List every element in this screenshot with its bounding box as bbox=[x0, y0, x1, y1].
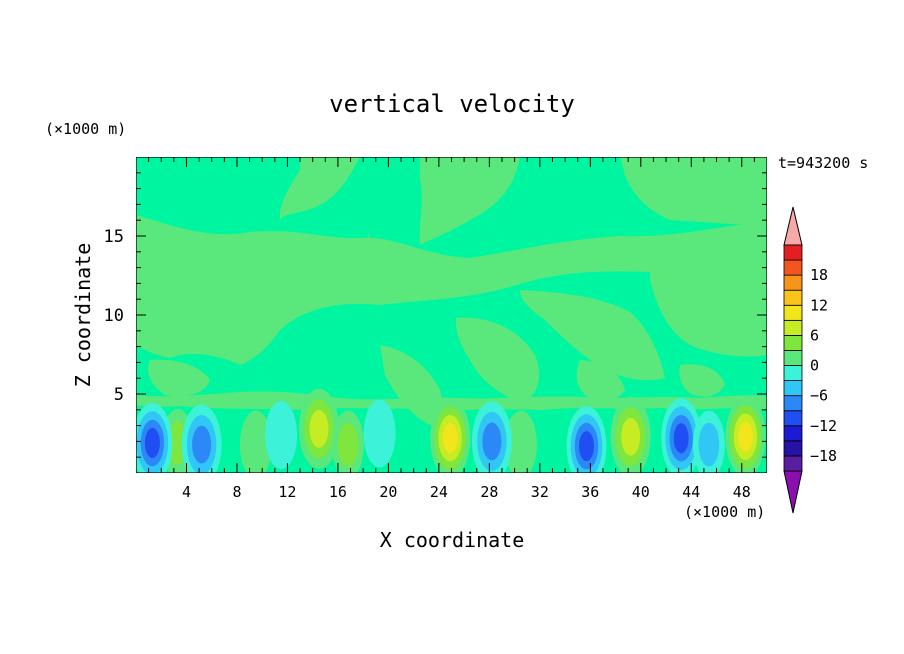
colorbar-box bbox=[783, 455, 803, 472]
downdraft-contour bbox=[698, 422, 720, 467]
colorbar-box bbox=[783, 274, 803, 291]
y-tick-label: 15 bbox=[104, 227, 124, 247]
time-label: t=943200 s bbox=[778, 154, 868, 172]
updraft-contour bbox=[337, 422, 359, 467]
colorbar-box bbox=[783, 244, 803, 261]
colorbar-box bbox=[783, 319, 803, 336]
downdraft-contour bbox=[673, 423, 689, 454]
x-tick-label: 40 bbox=[632, 483, 650, 501]
x-tick-label: 48 bbox=[733, 483, 751, 501]
downdraft-contour bbox=[482, 422, 502, 461]
x-tick-label: 44 bbox=[682, 483, 700, 501]
plot-area bbox=[136, 157, 767, 473]
x-tick-label: 24 bbox=[430, 483, 448, 501]
updraft-cell bbox=[299, 388, 339, 469]
downdraft-contour bbox=[144, 428, 160, 458]
updraft-cell bbox=[332, 410, 364, 473]
x-tick-label: 28 bbox=[480, 483, 498, 501]
downdraft-contour bbox=[192, 425, 212, 464]
colorbar-box bbox=[783, 380, 803, 397]
colorbar-under-arrow bbox=[783, 470, 803, 514]
downdraft-cell bbox=[265, 401, 298, 470]
colorbar-label: −6 bbox=[810, 387, 828, 405]
downdraft-cell bbox=[566, 406, 607, 473]
colorbar-label: −12 bbox=[810, 417, 837, 435]
downdraft-contour bbox=[579, 431, 594, 462]
downdraft-cell bbox=[661, 398, 702, 473]
downdraft-cell bbox=[471, 401, 512, 473]
x-tick-label: 4 bbox=[182, 483, 191, 501]
updraft-contour bbox=[442, 423, 458, 454]
x-axis: 4 8 12 16 20 24 28 32 36 40 44 48 bbox=[148, 157, 755, 501]
y-unit-label: (×1000 m) bbox=[45, 120, 126, 138]
colorbar-box bbox=[783, 410, 803, 427]
updraft-contour bbox=[239, 410, 272, 473]
downdraft-cell bbox=[181, 404, 222, 473]
updraft-cell bbox=[610, 396, 651, 473]
x-tick-label: 20 bbox=[379, 483, 397, 501]
colorbar-box bbox=[783, 395, 803, 412]
positive-regions bbox=[136, 157, 767, 425]
x-tick-label: 16 bbox=[329, 483, 347, 501]
x-tick-label: 36 bbox=[581, 483, 599, 501]
updraft-cell bbox=[725, 396, 766, 473]
colorbar-box bbox=[783, 259, 803, 276]
colorbar-box bbox=[783, 334, 803, 351]
colorbar-box bbox=[783, 289, 803, 306]
colorbar-label: 12 bbox=[810, 296, 828, 314]
downdraft-contour bbox=[265, 401, 298, 470]
colorbar-label: −18 bbox=[810, 447, 837, 465]
colorbar-box bbox=[783, 365, 803, 381]
colorbar: −18 −12 −6 0 6 12 18 bbox=[783, 206, 837, 514]
x-tick-label: 12 bbox=[278, 483, 296, 501]
downdraft-cell bbox=[136, 403, 173, 473]
colorbar-box bbox=[783, 304, 803, 321]
updraft-contour bbox=[738, 421, 753, 452]
updraft-contour bbox=[504, 410, 537, 473]
y-tick-label: 10 bbox=[104, 306, 124, 326]
colorbar-label: 18 bbox=[810, 266, 828, 284]
y-tick-label: 5 bbox=[114, 385, 124, 405]
updraft-cell bbox=[430, 398, 471, 473]
x-unit-label: (×1000 m) bbox=[684, 503, 765, 521]
colorbar-label: 0 bbox=[810, 357, 819, 375]
colorbar-label: 6 bbox=[810, 326, 819, 344]
downdraft-cell bbox=[363, 399, 396, 468]
updraft-contour bbox=[309, 409, 329, 448]
y-axis: 5 10 15 bbox=[104, 172, 767, 458]
updraft-contour bbox=[621, 417, 641, 456]
colorbar-box bbox=[783, 350, 803, 366]
downdraft-cell bbox=[692, 410, 725, 473]
colorbar-box bbox=[783, 440, 803, 457]
colorbar-box bbox=[783, 425, 803, 442]
y-axis-label: Z coordinate bbox=[71, 243, 95, 388]
updraft-cell bbox=[504, 410, 537, 473]
velocity-cells bbox=[136, 388, 766, 473]
updraft-cell bbox=[239, 410, 272, 473]
x-axis-label: X coordinate bbox=[380, 528, 525, 552]
chart-title: vertical velocity bbox=[329, 90, 575, 118]
downdraft-contour bbox=[363, 399, 396, 468]
colorbar-over-arrow bbox=[783, 206, 803, 246]
x-tick-label: 8 bbox=[232, 483, 241, 501]
x-tick-label: 32 bbox=[531, 483, 549, 501]
